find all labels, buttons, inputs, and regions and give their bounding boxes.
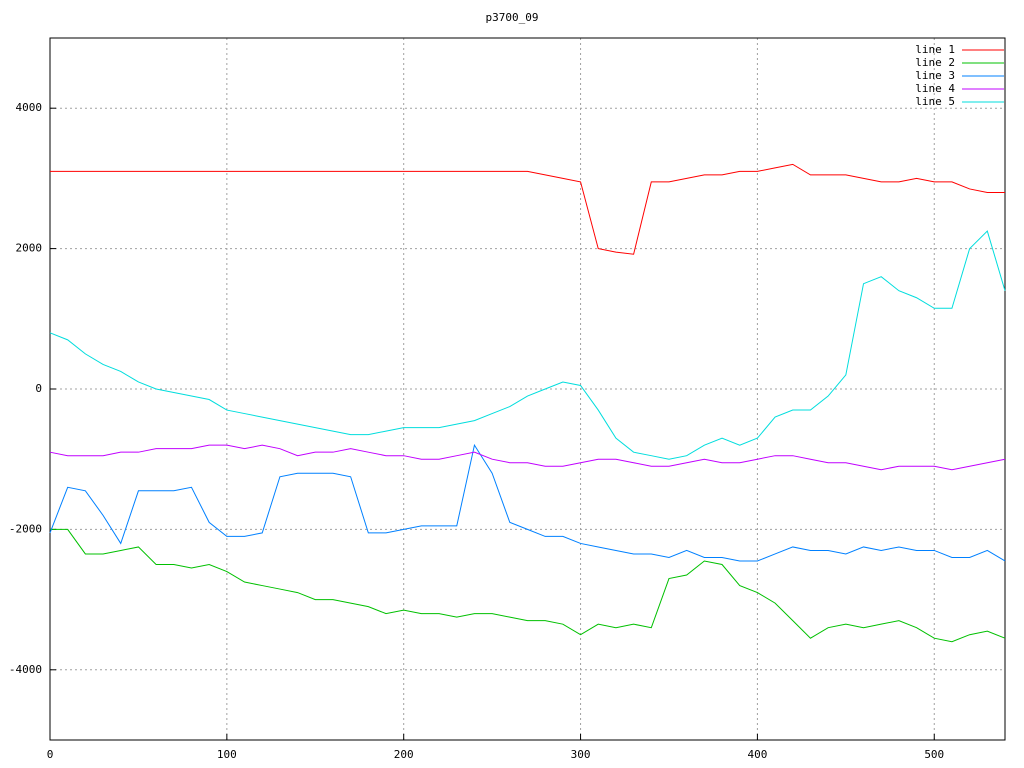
plot-frame bbox=[49, 37, 1006, 741]
y-tick-label: 0 bbox=[35, 382, 42, 395]
legend-label: line 5 bbox=[915, 95, 955, 108]
y-tick-label: 4000 bbox=[16, 101, 43, 114]
x-tick-label: 200 bbox=[394, 748, 414, 761]
legend-label: line 3 bbox=[915, 69, 955, 82]
series-line bbox=[49, 230, 1006, 460]
legend-label: line 4 bbox=[915, 82, 955, 95]
x-tick-label: 100 bbox=[217, 748, 237, 761]
series-line bbox=[50, 163, 1005, 255]
y-tick-label: -2000 bbox=[9, 522, 42, 535]
series-line bbox=[49, 444, 1006, 471]
x-tick-label: 500 bbox=[924, 748, 944, 761]
x-tick-label: 0 bbox=[47, 748, 54, 761]
x-tick-label: 300 bbox=[571, 748, 591, 761]
y-tick-label: 2000 bbox=[16, 242, 43, 255]
series-line bbox=[49, 443, 1006, 562]
legend-label: line 1 bbox=[915, 43, 955, 56]
legend-label: line 2 bbox=[915, 56, 955, 69]
y-tick-label: -4000 bbox=[9, 663, 42, 676]
x-tick-label: 400 bbox=[747, 748, 767, 761]
series-line bbox=[50, 528, 1006, 643]
chart-title: p3700_09 bbox=[486, 11, 539, 24]
